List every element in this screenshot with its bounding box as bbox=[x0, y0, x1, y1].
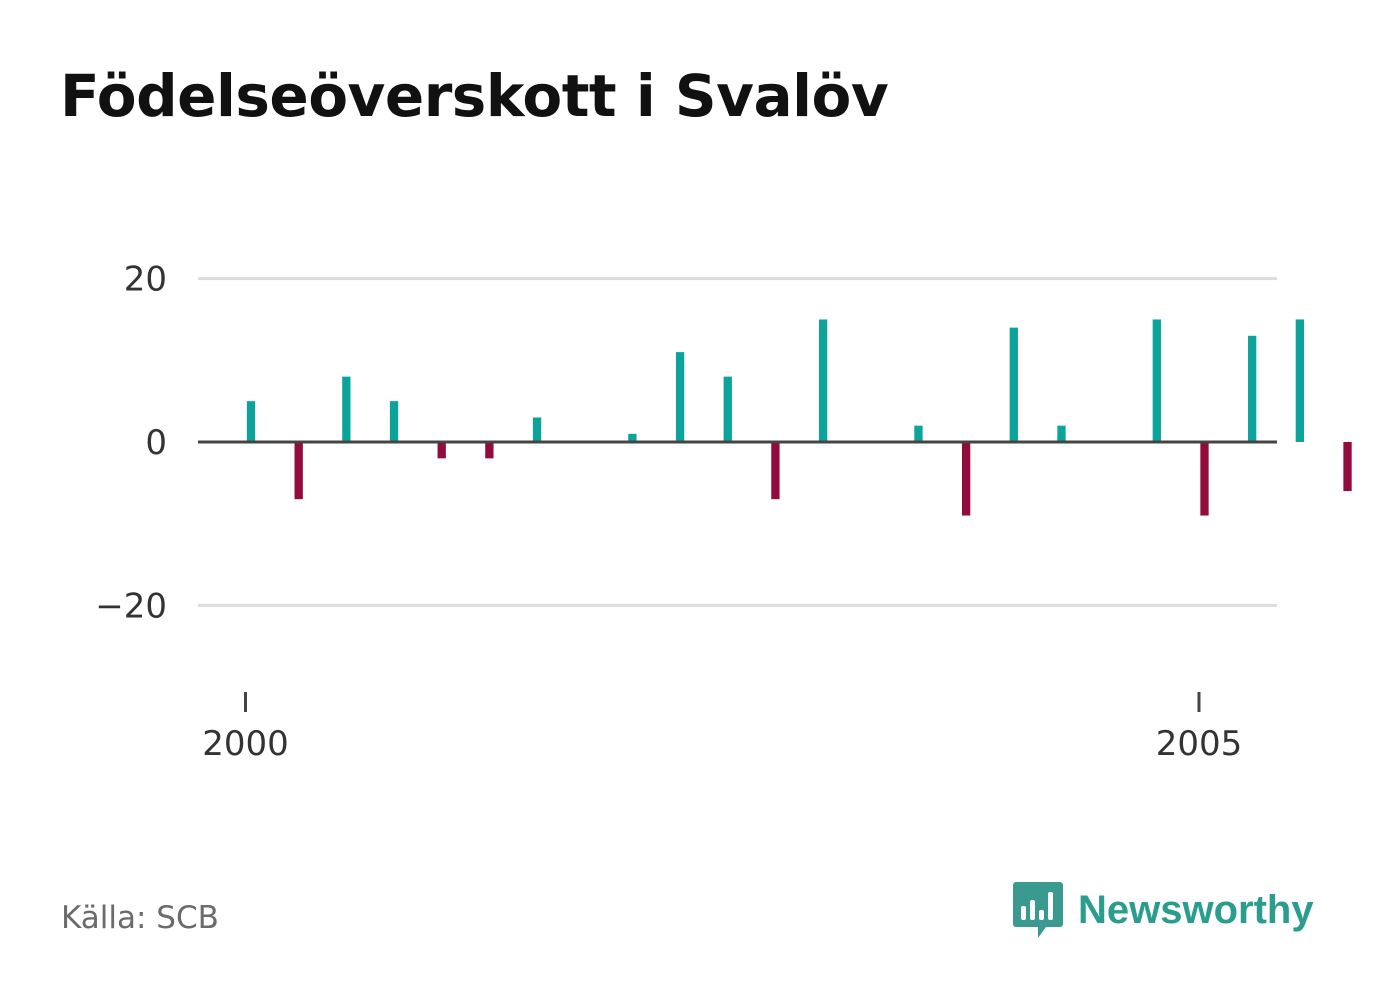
bar bbox=[771, 442, 780, 500]
bar bbox=[675, 352, 685, 442]
bar bbox=[246, 401, 256, 442]
bar bbox=[628, 433, 637, 442]
newsworthy-logo[interactable]: Newsworthy bbox=[1012, 880, 1314, 940]
bar bbox=[1200, 442, 1209, 516]
bar bbox=[961, 442, 971, 516]
bar bbox=[818, 319, 828, 442]
bar-chart-speech-bubble-icon bbox=[1013, 882, 1063, 938]
bar bbox=[342, 376, 351, 442]
bar bbox=[1295, 319, 1304, 442]
brand-name: Newsworthy bbox=[1078, 887, 1314, 932]
bar bbox=[532, 417, 542, 442]
grid-lines bbox=[198, 277, 1277, 607]
bars bbox=[246, 319, 1352, 516]
axes: 200−20200020052010201520202025 bbox=[95, 260, 1277, 764]
bar bbox=[1057, 425, 1066, 442]
y-tick-label: 0 bbox=[145, 423, 167, 463]
bar bbox=[294, 442, 303, 500]
source-label: Källa: SCB bbox=[61, 900, 219, 936]
bar-chart: 200−20200020052010201520202025 bbox=[95, 260, 1352, 764]
bar bbox=[1009, 327, 1018, 442]
bar bbox=[1343, 442, 1352, 492]
bar bbox=[723, 376, 732, 442]
bar bbox=[485, 442, 494, 459]
x-tick-label: 2000 bbox=[202, 724, 289, 764]
bar bbox=[437, 442, 446, 459]
chart-title: Födelseöverskott i Svalöv bbox=[60, 62, 889, 130]
y-tick-label: 20 bbox=[124, 260, 167, 300]
bar bbox=[1152, 319, 1161, 442]
bar bbox=[914, 425, 923, 442]
x-tick-label: 2005 bbox=[1156, 724, 1243, 764]
bar bbox=[1248, 335, 1257, 442]
bar bbox=[389, 401, 399, 442]
y-tick-label: −20 bbox=[95, 586, 167, 626]
